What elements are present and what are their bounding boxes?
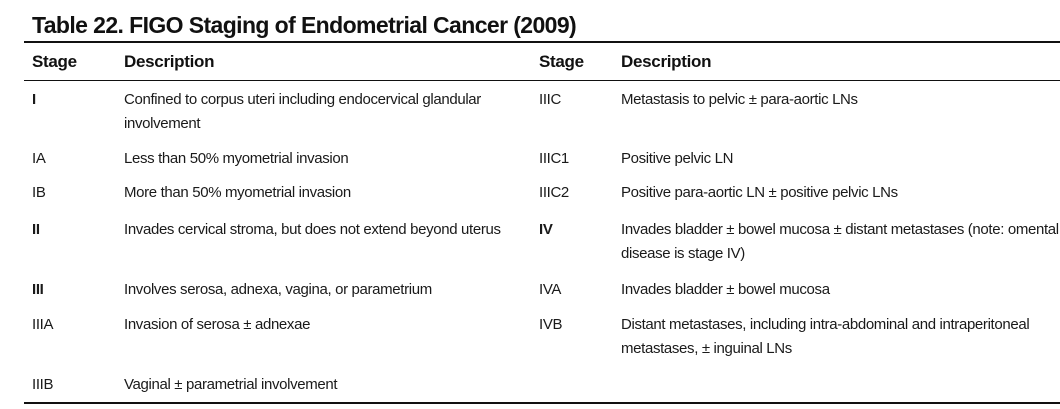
stage-description: Invades cervical stroma, but does not ex…: [124, 221, 501, 238]
stage-description: Distant metastases, including intra-abdo…: [621, 316, 1030, 357]
top-rule: [24, 41, 1060, 43]
bottom-rule: [24, 402, 1060, 404]
stage-label: II: [32, 221, 40, 238]
stage-label: IIIC2: [539, 184, 569, 201]
stage-description: Involves serosa, adnexa, vagina, or para…: [124, 281, 432, 298]
stage-label: IVB: [539, 316, 563, 333]
header-rule: [24, 80, 1060, 81]
stage-label: IA: [32, 150, 46, 167]
header-stage-right: Stage: [539, 52, 584, 71]
header-description-right: Description: [621, 52, 712, 71]
stage-description: Invasion of serosa ± adnexae: [124, 316, 311, 333]
stage-label: IV: [539, 221, 553, 238]
stage-description: Invades bladder ± bowel mucosa: [621, 281, 830, 298]
header-stage-left: Stage: [32, 52, 77, 71]
stage-description: Invades bladder ± bowel mucosa ± distant…: [621, 221, 1059, 262]
table-title: Table 22. FIGO Staging of Endometrial Ca…: [32, 12, 577, 38]
stage-label: IIIC1: [539, 150, 569, 167]
stage-description: Metastasis to pelvic ± para-aortic LNs: [621, 91, 858, 108]
stage-label: IIIC: [539, 91, 561, 108]
stage-label: III: [32, 281, 44, 298]
stage-description: Less than 50% myometrial invasion: [124, 150, 349, 167]
stage-description: Vaginal ± parametrial involvement: [124, 376, 338, 393]
stage-label: IB: [32, 184, 46, 201]
stage-label: I: [32, 91, 36, 108]
stage-label: IIIB: [32, 376, 54, 393]
stage-description: Positive pelvic LN: [621, 150, 734, 167]
stage-label: IIIA: [32, 316, 54, 333]
stage-description: Confined to corpus uteri including endoc…: [124, 91, 481, 132]
stage-label: IVA: [539, 281, 562, 298]
stage-description: More than 50% myometrial invasion: [124, 184, 351, 201]
header-description-left: Description: [124, 52, 215, 71]
stage-description: Positive para-aortic LN ± positive pelvi…: [621, 184, 898, 201]
